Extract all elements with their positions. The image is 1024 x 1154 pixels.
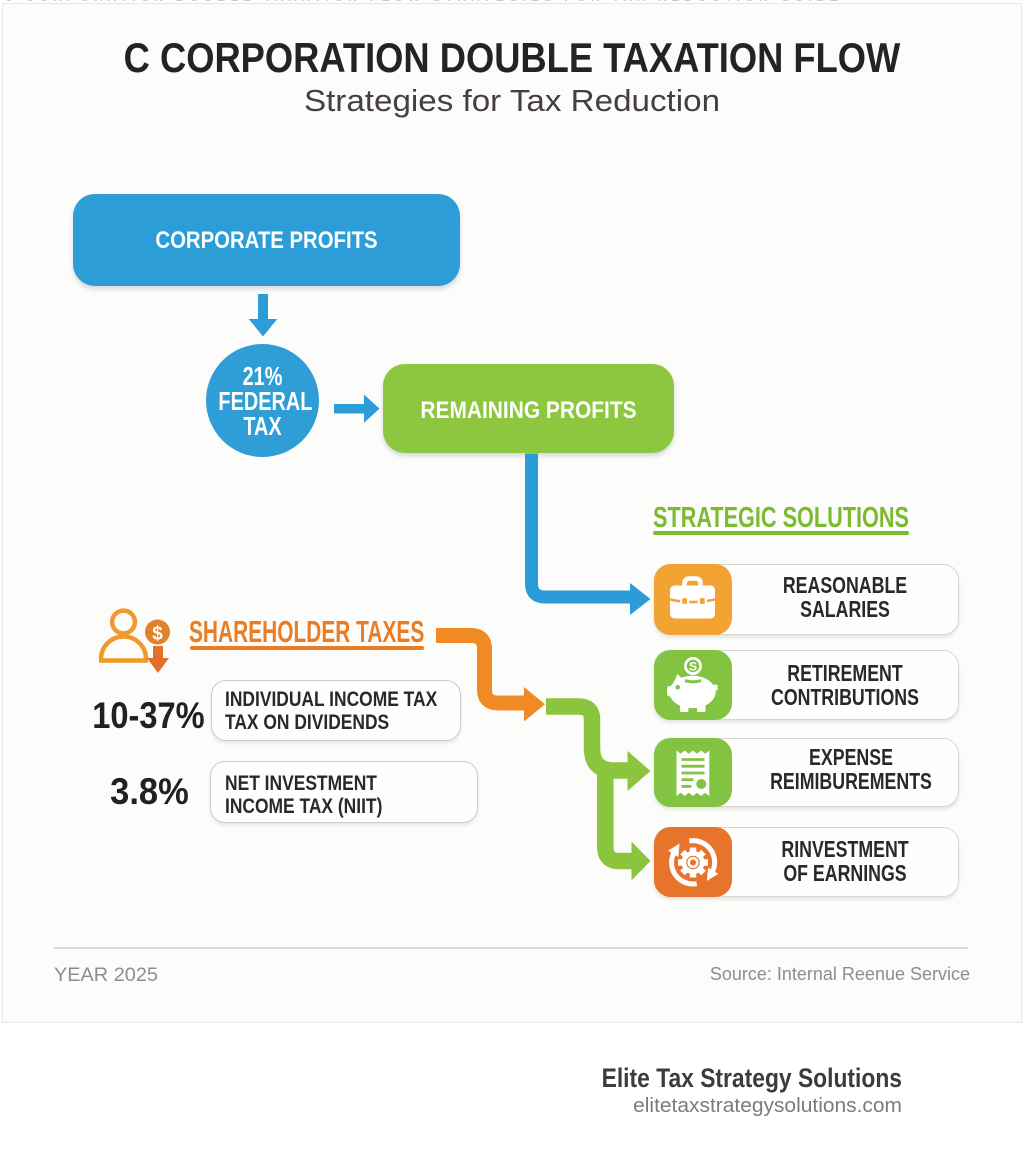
- svg-text:S: S: [689, 659, 697, 673]
- svg-text:$: $: [152, 624, 163, 645]
